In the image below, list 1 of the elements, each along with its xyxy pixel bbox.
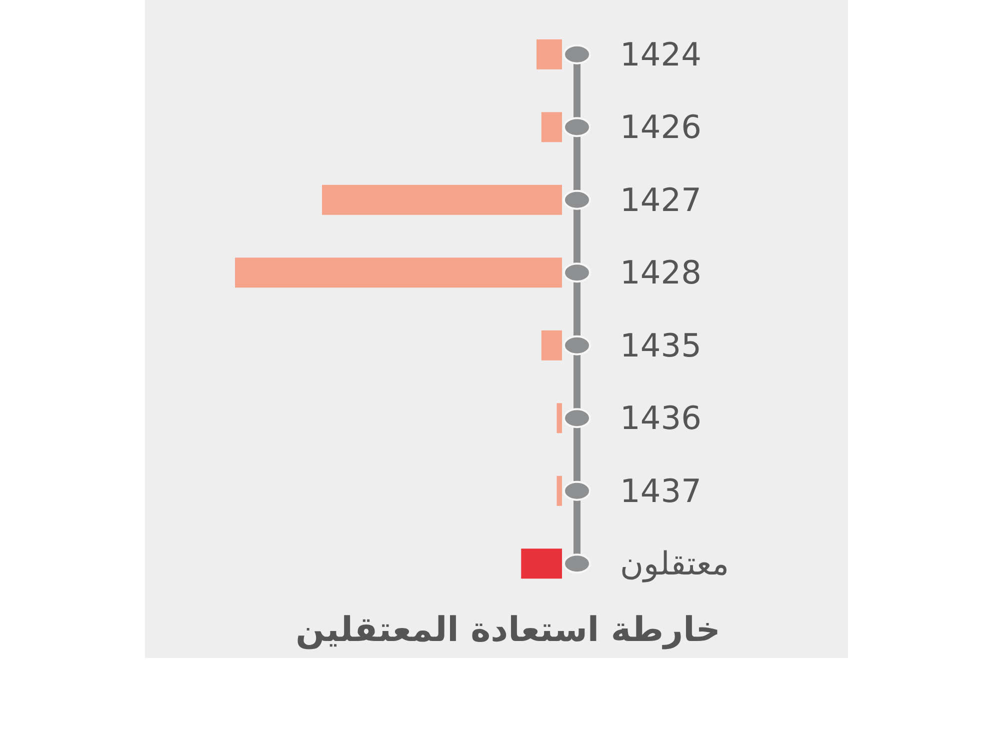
title: خارطة استعادة المعتقلين <box>296 610 720 650</box>
